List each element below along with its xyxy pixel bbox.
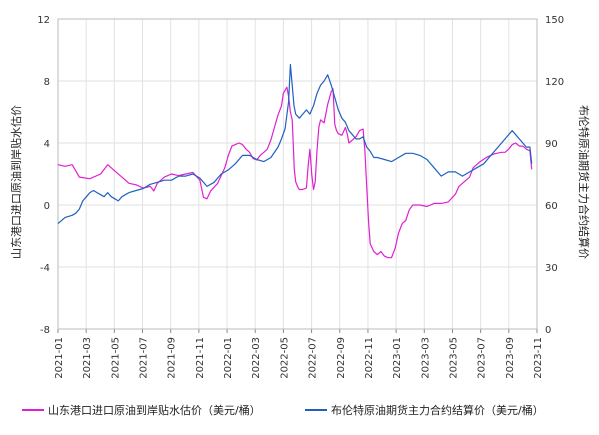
x-tick-label: 2023-07 [477, 337, 488, 379]
y-right-tick-label: 150 [545, 15, 564, 26]
y-left-tick-label: 8 [44, 77, 50, 88]
x-tick-label: 2021-03 [82, 337, 93, 379]
x-tick-label: 2021-07 [139, 337, 150, 379]
tick-labels: 12 150 8 120 4 90 0 60 -4 30 -8 0 2021-01 2021-03 2021… [37, 15, 564, 379]
y-left-tick-label: 12 [37, 15, 50, 26]
series-group [57, 63, 533, 259]
x-tick-label: 2022-01 [223, 337, 234, 379]
x-tick-label: 2021-05 [110, 337, 121, 379]
x-tick-label: 2023-01 [392, 337, 403, 379]
y-right-tick-label: 90 [545, 139, 558, 150]
x-tick-label: 2023-05 [448, 337, 459, 379]
x-tick-label: 2021-11 [195, 337, 206, 379]
series-line-2 [57, 63, 533, 225]
plot-frame [57, 18, 538, 330]
x-tick-label: 2023-09 [505, 337, 516, 379]
y-right-tick-label: 0 [545, 325, 551, 336]
x-tick-label: 2022-03 [251, 337, 262, 379]
x-tick-label: 2023-11 [533, 337, 544, 379]
y-left-tick-label: -8 [40, 325, 50, 336]
y-left-tick-label: 0 [44, 201, 50, 212]
x-tick-label: 2022-09 [336, 337, 347, 379]
grid [57, 18, 538, 333]
x-tick-label: 2021-01 [54, 337, 65, 379]
y-left-tick-label: 4 [44, 139, 50, 150]
legend-label-2: 布伦特原油期货主力合约结算价（美元/桶） [331, 403, 544, 417]
y-right-tick-label: 60 [545, 201, 558, 212]
x-tick-label: 2023-03 [420, 337, 431, 379]
x-tick-label: 2022-11 [364, 337, 375, 379]
x-tick-label: 2022-07 [308, 337, 319, 379]
y-left-axis-title: 山东港口进口原油到岸贴水估价 [9, 105, 23, 259]
y-right-axis-title: 布伦特原油期货主力合约结算价 [577, 105, 591, 259]
x-tick-label: 2022-05 [279, 337, 290, 379]
y-left-tick-label: -4 [40, 263, 50, 274]
legend: 山东港口进口原油到岸贴水估价（美元/桶） 布伦特原油期货主力合约结算价（美元/桶） [22, 403, 544, 417]
x-tick-label: 2021-09 [167, 337, 178, 379]
legend-label-1: 山东港口进口原油到岸贴水估价（美元/桶） [48, 403, 261, 417]
y-right-tick-label: 30 [545, 263, 558, 274]
y-right-tick-label: 120 [545, 77, 564, 88]
